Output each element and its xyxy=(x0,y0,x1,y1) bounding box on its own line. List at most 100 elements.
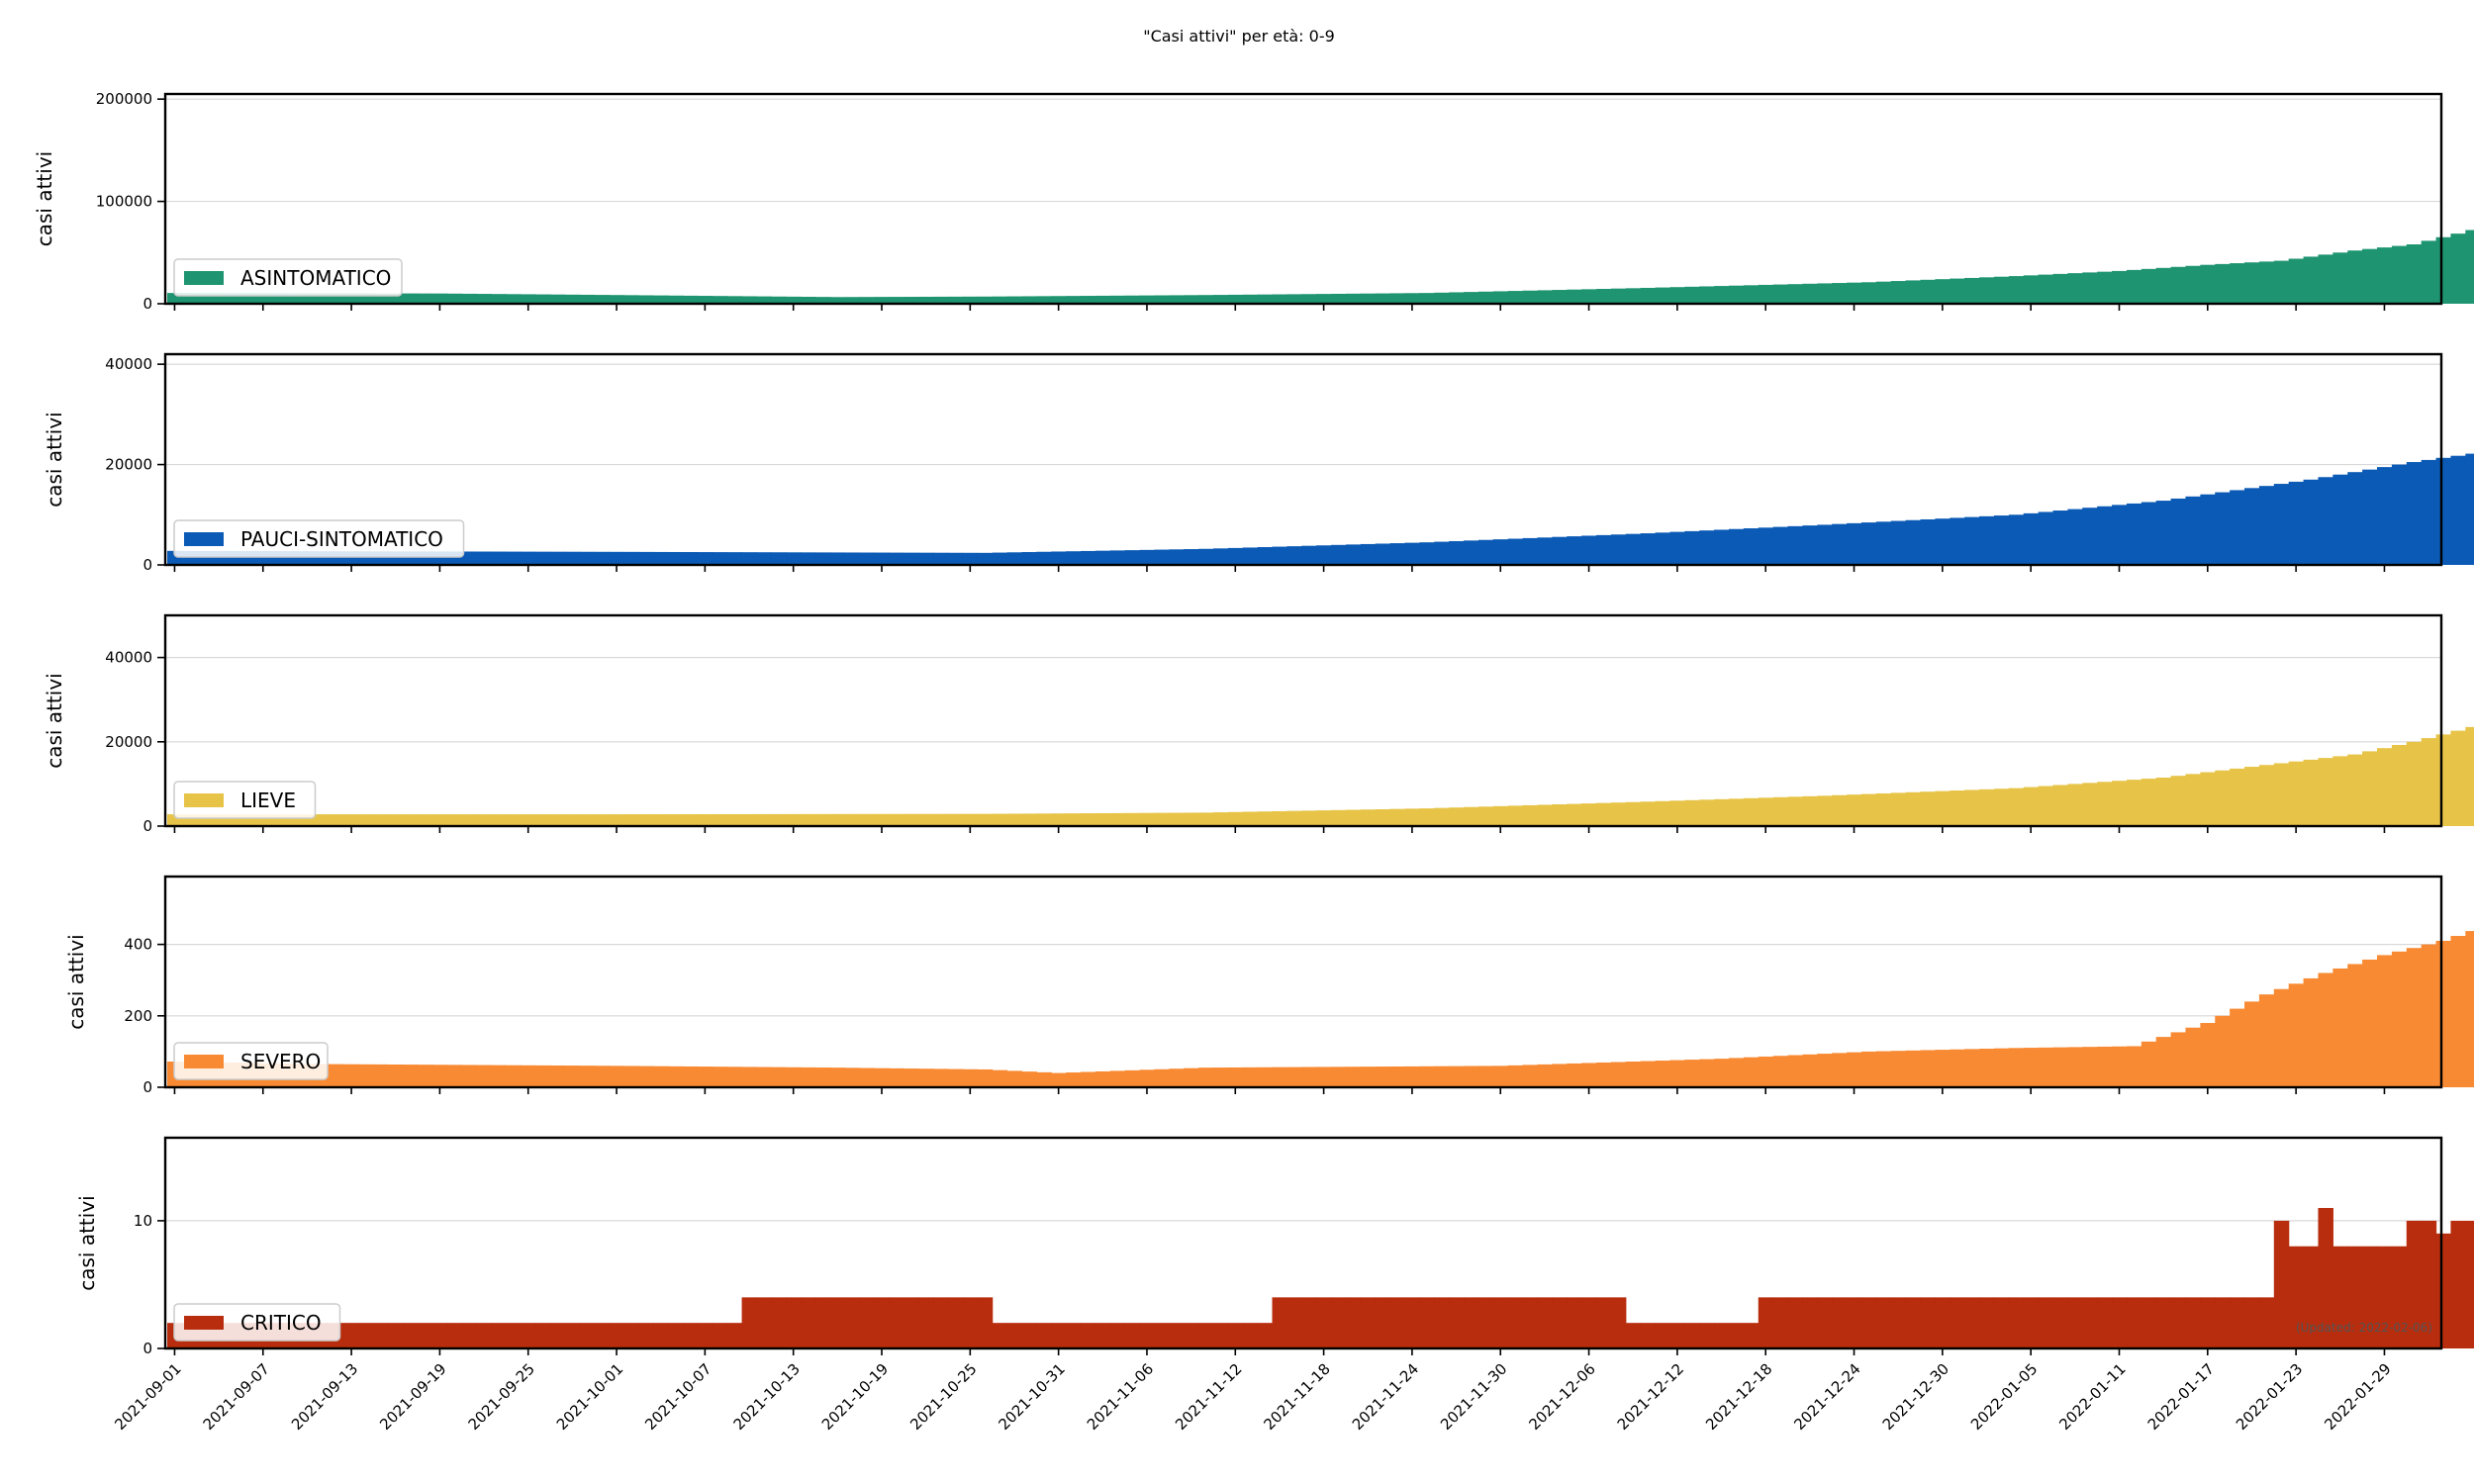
bar xyxy=(801,1067,816,1087)
bar xyxy=(844,552,861,565)
legend-label: PAUCI-SINTOMATICO xyxy=(240,527,443,551)
bar xyxy=(2141,268,2157,304)
y-tick-label: 40000 xyxy=(105,649,152,667)
bar xyxy=(167,293,183,304)
bar xyxy=(653,1066,669,1087)
bar xyxy=(829,813,846,826)
bar xyxy=(476,1323,493,1348)
bar xyxy=(550,814,566,826)
bar xyxy=(683,552,699,565)
bar xyxy=(1552,290,1568,304)
bar xyxy=(2450,1220,2466,1348)
bar xyxy=(1640,1323,1657,1348)
bar xyxy=(874,813,891,826)
bar xyxy=(1817,1297,1833,1348)
bar xyxy=(1625,533,1642,565)
bar xyxy=(1316,294,1332,304)
bar xyxy=(1787,796,1804,826)
bar xyxy=(1212,812,1229,826)
x-tick-label: 2021-11-18 xyxy=(1260,1360,1333,1434)
bar xyxy=(623,1323,639,1348)
bar xyxy=(2244,262,2260,304)
bar xyxy=(358,293,375,304)
bar xyxy=(726,296,743,304)
bar xyxy=(564,1066,581,1087)
bars-asintomatico xyxy=(167,230,2474,304)
bar xyxy=(962,813,979,826)
bar xyxy=(962,296,979,304)
bar xyxy=(1051,551,1067,565)
x-tick-label: 2021-09-19 xyxy=(376,1360,449,1434)
bar xyxy=(2141,1041,2157,1087)
bar xyxy=(1832,1053,1848,1087)
y-tick-label: 40000 xyxy=(105,355,152,373)
bar xyxy=(564,551,581,565)
bar xyxy=(491,551,507,565)
bar xyxy=(2155,501,2172,565)
bar xyxy=(1139,1323,1156,1348)
x-tick-label: 2021-10-13 xyxy=(730,1360,804,1434)
bar xyxy=(1655,287,1671,304)
bar xyxy=(1066,1323,1082,1348)
bar xyxy=(1935,1297,1951,1348)
bar xyxy=(1198,1067,1214,1087)
bar xyxy=(2391,745,2408,826)
bar xyxy=(1477,291,1494,304)
bar xyxy=(801,297,816,304)
bar xyxy=(1257,1323,1274,1348)
x-tick-label: 2021-10-19 xyxy=(818,1360,892,1434)
bar xyxy=(962,1297,979,1348)
bar xyxy=(1684,286,1700,304)
bar xyxy=(844,1067,861,1087)
bar xyxy=(653,551,669,565)
bar xyxy=(1124,1323,1141,1348)
bar xyxy=(2318,973,2333,1087)
bar xyxy=(579,814,596,826)
bar xyxy=(1920,1297,1937,1348)
bar xyxy=(491,294,507,304)
bar xyxy=(521,294,536,304)
bar xyxy=(1684,530,1700,565)
bar xyxy=(2303,479,2320,565)
bar xyxy=(2421,1220,2437,1348)
y-tick-label: 20000 xyxy=(105,456,152,474)
bar xyxy=(668,551,684,565)
bar xyxy=(2273,1220,2290,1348)
bar xyxy=(1507,805,1524,826)
bar xyxy=(2155,1037,2172,1087)
bar xyxy=(2258,1297,2275,1348)
bar xyxy=(2332,1246,2348,1348)
bar xyxy=(1552,1064,1568,1087)
x-tick-label: 2022-01-05 xyxy=(1967,1360,2041,1434)
bar xyxy=(741,813,758,826)
bar xyxy=(491,814,507,826)
y-axis-label: casi attivi xyxy=(43,673,66,768)
bar xyxy=(2258,765,2275,826)
legend-label: LIEVE xyxy=(240,788,296,812)
bar xyxy=(1154,1323,1170,1348)
bar xyxy=(859,552,876,565)
bar xyxy=(977,813,994,826)
axes-frame xyxy=(163,1136,2443,1350)
bar xyxy=(638,814,654,826)
bar xyxy=(918,296,934,304)
bar xyxy=(1964,516,1980,565)
bar xyxy=(1552,536,1568,565)
bar xyxy=(1094,812,1111,826)
bar xyxy=(2215,1015,2231,1087)
bar xyxy=(506,1065,522,1087)
bar xyxy=(2318,477,2333,565)
bar xyxy=(1920,1050,1937,1087)
bar xyxy=(2038,1297,2054,1348)
bar xyxy=(388,1064,404,1087)
bar xyxy=(1198,812,1214,826)
bar xyxy=(2185,265,2201,304)
bar xyxy=(1552,804,1568,826)
bar xyxy=(977,1297,994,1348)
bar xyxy=(299,293,316,304)
bar xyxy=(1552,1297,1568,1348)
bar xyxy=(1743,1323,1760,1348)
bar xyxy=(1979,1297,1995,1348)
bar xyxy=(2200,1297,2216,1348)
bar xyxy=(1787,525,1804,565)
